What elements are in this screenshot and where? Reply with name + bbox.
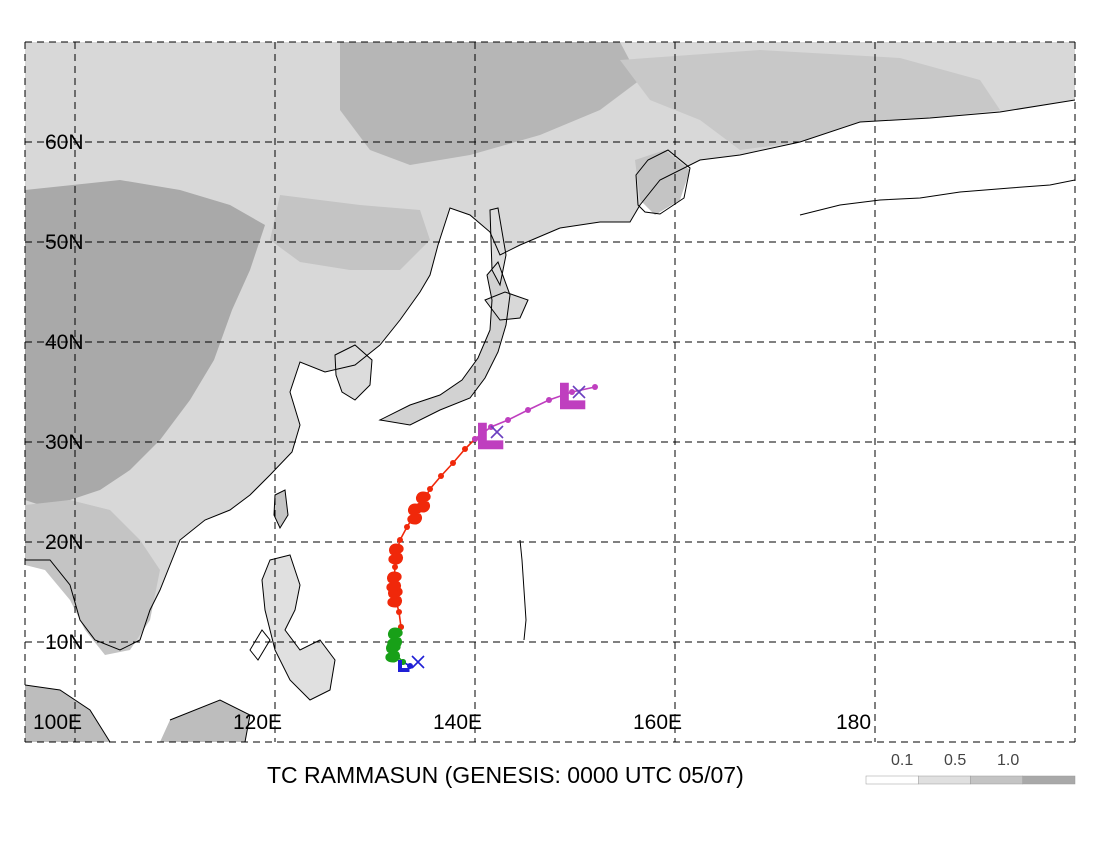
- lon-label-120e: 120E: [233, 711, 282, 734]
- legend-swatch: [865, 775, 919, 785]
- low-pressure-symbol: [398, 660, 410, 672]
- graticule: [24, 41, 1076, 743]
- typhoon-symbol: [415, 491, 431, 513]
- asia-land-shading: [25, 42, 1075, 650]
- track-x-marker: [411, 655, 425, 669]
- philippines-shading: [262, 555, 335, 700]
- low-pressure-symbol: [478, 422, 504, 450]
- track-x-marker: [490, 425, 504, 439]
- track-point-extratropical: [472, 436, 478, 442]
- legend-swatch: [1022, 775, 1076, 785]
- track-point-extratropical: [592, 384, 598, 390]
- lat-label-20n: 20N: [45, 531, 84, 554]
- shading-legend: 0.1 0.5 1.0: [865, 752, 1076, 785]
- low-pressure-symbol: [560, 382, 586, 410]
- track-point-extratropical: [569, 389, 575, 395]
- track-point-typhoon: [397, 537, 403, 543]
- lat-label-40n: 40N: [45, 331, 84, 354]
- hokkaido-shading: [485, 292, 528, 320]
- taiwan-shading: [274, 490, 288, 528]
- terrain-shading: [25, 42, 1075, 742]
- legend-label-0-1: 0.1: [891, 752, 913, 769]
- typhoon-symbol: [386, 571, 402, 593]
- legend-label-1-0: 1.0: [997, 752, 1019, 769]
- coastlines: [25, 99, 1075, 742]
- lat-label-30n: 30N: [45, 431, 84, 454]
- track-point-typhoon: [427, 486, 433, 492]
- lon-label-100e: 100E: [33, 711, 82, 734]
- storm-track: [385, 382, 598, 672]
- indochina-shading: [25, 500, 160, 655]
- track-point-extratropical: [525, 407, 531, 413]
- typhoon-symbol: [388, 543, 404, 565]
- kamchatka-shading: [635, 150, 690, 215]
- track-point-extratropical: [505, 417, 511, 423]
- track-point-typhoon: [404, 524, 410, 530]
- legend-label-0-5: 0.5: [944, 752, 966, 769]
- lat-label-50n: 50N: [45, 231, 84, 254]
- track-point-typhoon: [438, 473, 444, 479]
- tropical-storm-symbol: [387, 627, 403, 649]
- track-point-typhoon: [462, 446, 468, 452]
- maritime-land-shading: [25, 685, 250, 742]
- legend-swatch: [970, 775, 1023, 785]
- japan-shading: [380, 262, 510, 425]
- lon-label-140e: 140E: [433, 711, 482, 734]
- map-title: TC RAMMASUN (GENESIS: 0000 UTC 05/07): [267, 762, 744, 788]
- far-east-shading: [620, 50, 1000, 150]
- lon-label-160e: 160E: [633, 711, 682, 734]
- legend-color-bar: [865, 775, 1076, 785]
- lat-label-60n: 60N: [45, 131, 84, 154]
- track-point-extratropical: [546, 397, 552, 403]
- legend-swatch: [918, 775, 971, 785]
- track-point-typhoon: [392, 564, 398, 570]
- lat-label-10n: 10N: [45, 631, 84, 654]
- siberia-shading: [340, 42, 640, 165]
- track-x-marker: [572, 385, 586, 399]
- track-point-typhoon: [396, 609, 402, 615]
- mongolia-shading: [270, 195, 430, 270]
- lon-label-180: 180: [836, 711, 871, 734]
- sakhalin-shading: [490, 208, 506, 285]
- track-point-typhoon: [450, 460, 456, 466]
